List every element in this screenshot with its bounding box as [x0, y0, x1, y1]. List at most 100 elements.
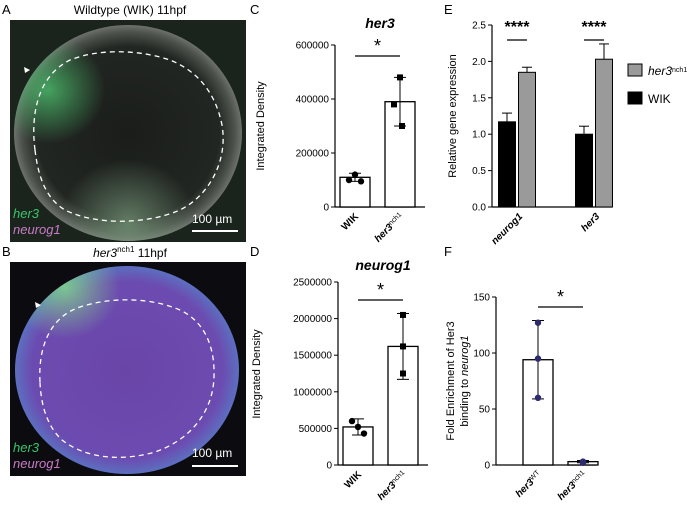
chart-d-point — [400, 343, 406, 350]
chart-d-point — [400, 370, 406, 377]
chart-d-y-tick-label: 500000 — [299, 424, 333, 435]
chart-e-svg: 0.0 0.5 1.0 1.5 2.0 2.5 Relative gene expressi… — [447, 19, 687, 247]
micrograph-wildtype: her3 neurog1 100 µm — [10, 20, 246, 242]
chart-d-point — [400, 311, 406, 318]
chart-d: 0 500000 1000000 1500000 2000000 2500000 neuro… — [250, 244, 440, 516]
panel-letter-c: C — [250, 2, 260, 17]
micrograph-mutant: her3 neurog1 100 µm — [10, 262, 246, 476]
chart-d-y-tick-label: 2000000 — [293, 314, 332, 325]
chart-c-point — [391, 101, 397, 108]
panel-letter-b: B — [2, 244, 11, 259]
panel-a-title: Wildtype (WIK) 11hpf — [73, 3, 187, 17]
chart-e-y-tick-label: 2.5 — [472, 21, 486, 32]
panel-letter-d: D — [250, 244, 260, 259]
chart-d-x-tick-label-part-1: nch1 — [390, 469, 406, 485]
panel-b-title-gene: her3 — [93, 246, 118, 260]
chart-f-y-tick-label: 50 — [479, 405, 491, 416]
chart-f-ylabel-line2-part-1: neurog1 — [459, 335, 471, 375]
panel-b-title: her3nch1 11hpf — [12, 245, 248, 260]
panel-letter-f: F — [444, 244, 452, 259]
chart-f-x-tick-label-part-1: WT — [528, 468, 541, 481]
chart-d-point — [354, 423, 362, 431]
chart-f-sig-label: * — [557, 287, 564, 307]
chart-c-ylabel: Integrated Density — [255, 81, 267, 171]
chart-e-x-tick-label: her3 — [579, 211, 602, 234]
chart-f-y-tick-label: 150 — [473, 293, 490, 304]
chart-d-point — [360, 430, 368, 437]
chart-e: 0.0 0.5 1.0 1.5 2.0 2.5 Relative gene expressi… — [444, 0, 691, 247]
chart-d-y-tick-label: 0 — [326, 461, 332, 472]
micrograph-mutant-image — [10, 262, 246, 476]
chart-e-ylabel: Relative gene expression — [447, 54, 459, 178]
chart-e-legend-label-mutant-part-0: her3 — [648, 64, 672, 78]
chart-d-y-tick-label: 2500000 — [293, 278, 332, 289]
chart-e-legend-label-wik: WIK — [648, 92, 671, 106]
scale-label-b: 100 µm — [192, 446, 233, 460]
chart-d-title: neurog1 — [355, 257, 410, 273]
chart-c-point — [351, 171, 359, 178]
chart-e-y-tick-label: 1.5 — [472, 93, 486, 104]
chart-e-y-tick-label: 2.0 — [472, 57, 486, 68]
chart-c-point — [397, 74, 403, 81]
chart-f-svg: 0 50 100 150 Fold Enrichment of Her3 binding … — [445, 287, 599, 503]
chart-e-x-tick-label: neurog1 — [489, 211, 525, 247]
chart-f: 0 50 100 150 Fold Enrichment of Her3 binding … — [444, 244, 634, 516]
chart-e-legend-label-mutant-part-1: nch1 — [672, 67, 687, 74]
chart-c-y-tick-label: 200000 — [296, 149, 330, 160]
chart-d-x-tick-label: WIK — [343, 469, 365, 491]
chart-e-sig-label: **** — [582, 19, 608, 36]
label-her3-a: her3 — [13, 206, 40, 221]
chart-d-ylabel: Integrated Density — [251, 329, 263, 419]
chart-c-point — [399, 123, 405, 129]
chart-f-ylabel-line2-part-0: binding to — [459, 376, 471, 427]
label-neurog1-b: neurog1 — [13, 456, 61, 471]
chart-c-y-tick-label: 400000 — [296, 95, 330, 106]
chart-f-x-tick-label: her3WT — [513, 468, 544, 499]
chart-d-y-tick-label: 1000000 — [293, 387, 332, 398]
chart-e-y-tick-label: 0.5 — [472, 166, 486, 177]
chart-d-svg: 0 500000 1000000 1500000 2000000 2500000 neuro… — [251, 257, 428, 503]
chart-e-bar — [575, 133, 593, 208]
chart-f-x-tick-label-part-1: nch1 — [570, 469, 586, 485]
chart-c-title: her3 — [365, 15, 395, 31]
chart-f-y-tick-label: 100 — [473, 349, 490, 360]
chart-c-y-tick-label: 600000 — [296, 41, 330, 52]
chart-f-point — [579, 459, 587, 466]
chart-d-point — [348, 417, 356, 425]
chart-e-legend-swatch-wik — [627, 91, 643, 105]
label-neurog1-a: neurog1 — [13, 222, 61, 237]
chart-d-sig-label: * — [377, 280, 384, 300]
chart-c: 0 200000 400000 600000 her3 Integrated Densit… — [250, 0, 440, 245]
panel-b-title-rest: 11hpf — [134, 246, 167, 260]
panel-letter-a: A — [2, 2, 11, 17]
micrograph-wildtype-image — [10, 20, 246, 242]
label-her3-b: her3 — [13, 440, 40, 455]
chart-e-legend-label-mutant: her3nch1 — [648, 64, 687, 78]
chart-e-y-tick-label: 1.0 — [472, 130, 486, 141]
chart-c-x-tick-label-part-1: nch1 — [387, 211, 403, 227]
chart-c-point — [345, 176, 353, 184]
chart-e-bar — [595, 58, 613, 208]
chart-f-x-tick-label: her3nch1 — [555, 469, 589, 503]
chart-c-sig-label: * — [374, 36, 381, 56]
chart-c-y-tick-label: 0 — [323, 203, 329, 214]
panel-letter-e: E — [444, 2, 453, 17]
chart-f-ylabel-line2: binding to neurog1 — [459, 335, 471, 426]
chart-c-x-tick-label-part-0: WIK — [340, 211, 362, 233]
scale-label-a: 100 µm — [192, 212, 233, 226]
chart-e-legend-swatch-mutant — [627, 63, 643, 77]
chart-e-bar — [498, 121, 516, 208]
chart-e-y-tick-label: 0.0 — [472, 203, 486, 214]
chart-e-bar — [518, 71, 536, 208]
chart-d-x-tick-label: her3nch1 — [375, 469, 409, 503]
chart-c-x-tick-label: her3nch1 — [372, 211, 406, 245]
chart-d-y-tick-label: 1500000 — [293, 351, 332, 362]
chart-c-svg: 0 200000 400000 600000 her3 Integrated Densit… — [255, 15, 425, 245]
panel-b-title-sup: nch1 — [117, 245, 135, 254]
chart-c-point — [357, 178, 365, 185]
chart-d-x-tick-label-part-0: WIK — [343, 469, 365, 491]
chart-c-x-tick-label: WIK — [340, 211, 362, 233]
chart-f-y-tick-label: 0 — [484, 461, 490, 472]
chart-f-point — [534, 319, 542, 326]
chart-f-point — [534, 394, 542, 401]
